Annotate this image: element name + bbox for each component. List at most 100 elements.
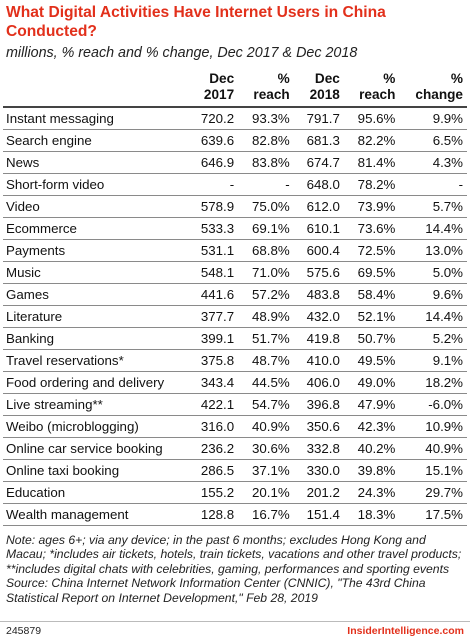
table-row: Games 441.6 57.2% 483.8 58.4% 9.6% <box>3 283 467 306</box>
table-cell: 93.3% <box>238 107 294 130</box>
table-cell: 81.4% <box>343 151 400 174</box>
table-cell: 575.6 <box>293 261 344 284</box>
column-header: % reach <box>238 69 294 108</box>
table-cell: 128.8 <box>188 503 239 526</box>
table-cell: 82.2% <box>343 129 400 152</box>
table-cell: 286.5 <box>188 459 239 482</box>
table-cell: 14.4% <box>399 217 467 240</box>
table-row: Search engine 639.6 82.8% 681.3 82.2% 6.5% <box>3 129 467 152</box>
table-cell: 39.8% <box>343 459 400 482</box>
row-label: Literature <box>3 305 188 328</box>
table-cell: 17.5% <box>399 503 467 526</box>
table-cell: 49.5% <box>343 349 400 372</box>
row-label: Travel reservations* <box>3 349 188 372</box>
table-cell: 396.8 <box>293 393 344 416</box>
column-header: % change <box>399 69 467 108</box>
table-cell: 40.9% <box>399 437 467 460</box>
chart-title: What Digital Activities Have Internet Us… <box>6 4 386 40</box>
row-label: Instant messaging <box>3 107 188 130</box>
column-header-line1: % <box>277 71 290 86</box>
table-cell: 441.6 <box>188 283 239 306</box>
column-header-line1: % <box>450 71 463 86</box>
table-cell: 578.9 <box>188 195 239 218</box>
row-label: News <box>3 151 188 174</box>
table-cell: 4.3% <box>399 151 467 174</box>
row-label: Ecommerce <box>3 217 188 240</box>
row-label: Online car service booking <box>3 437 188 460</box>
table-cell: 9.6% <box>399 283 467 306</box>
table-cell: 674.7 <box>293 151 344 174</box>
table-cell: 68.8% <box>238 239 294 262</box>
table-cell: 69.1% <box>238 217 294 240</box>
table-cell: 350.6 <box>293 415 344 438</box>
table-cell: 681.3 <box>293 129 344 152</box>
column-header-line1: Dec <box>209 71 235 86</box>
table-cell: 50.7% <box>343 327 400 350</box>
row-label: Education <box>3 481 188 504</box>
table-cell: 82.8% <box>238 129 294 152</box>
column-header-line1: % <box>383 71 396 86</box>
table-cell: 83.8% <box>238 151 294 174</box>
table-row: Online taxi booking 286.5 37.1% 330.0 39.8% 1… <box>3 459 467 482</box>
table-cell: 639.6 <box>188 129 239 152</box>
table-cell: 58.4% <box>343 283 400 306</box>
table-row: Music 548.1 71.0% 575.6 69.5% 5.0% <box>3 261 467 284</box>
table-cell: 646.9 <box>188 151 239 174</box>
table-cell: 548.1 <box>188 261 239 284</box>
table-header: Dec 2017% reach Dec 2018% reach% change <box>3 69 467 108</box>
table-cell: 48.7% <box>238 349 294 372</box>
table-row: Education 155.2 20.1% 201.2 24.3% 29.7% <box>3 481 467 504</box>
table-cell: 51.7% <box>238 327 294 350</box>
table-cell: 201.2 <box>293 481 344 504</box>
brand-link[interactable]: InsiderIntelligence.com <box>347 625 464 637</box>
table-row: Banking 399.1 51.7% 419.8 50.7% 5.2% <box>3 327 467 350</box>
row-label: Games <box>3 283 188 306</box>
table-cell: 14.4% <box>399 305 467 328</box>
table-cell: 432.0 <box>293 305 344 328</box>
table-row: Weibo (microblogging) 316.0 40.9% 350.6 42.3… <box>3 415 467 438</box>
table-cell: 95.6% <box>343 107 400 130</box>
footer-divider <box>0 621 470 622</box>
table-cell: 9.9% <box>399 107 467 130</box>
table-cell: 29.7% <box>399 481 467 504</box>
table-cell: 6.5% <box>399 129 467 152</box>
table-cell: 57.2% <box>238 283 294 306</box>
table-cell: 49.0% <box>343 371 400 394</box>
table-cell: 406.0 <box>293 371 344 394</box>
table-cell: 410.0 <box>293 349 344 372</box>
table-cell: 69.5% <box>343 261 400 284</box>
table-cell: 47.9% <box>343 393 400 416</box>
table-row: Literature 377.7 48.9% 432.0 52.1% 14.4% <box>3 305 467 328</box>
table-row: Online car service booking 236.2 30.6% 332.… <box>3 437 467 460</box>
note-text: Note: ages 6+; via any device; in the pa… <box>6 533 462 576</box>
table-cell: 155.2 <box>188 481 239 504</box>
table-cell: 40.9% <box>238 415 294 438</box>
table-row: Wealth management 128.8 16.7% 151.4 18.3% 17.… <box>3 503 467 526</box>
column-header-line2: change <box>415 87 463 102</box>
column-header-line2: reach <box>253 87 290 102</box>
column-header-line2: 2018 <box>309 87 340 102</box>
table-cell: 44.5% <box>238 371 294 394</box>
table-cell: 73.6% <box>343 217 400 240</box>
table-cell: 15.1% <box>399 459 467 482</box>
table-cell: 648.0 <box>293 173 344 196</box>
row-label: Video <box>3 195 188 218</box>
table-cell: 10.9% <box>399 415 467 438</box>
table-cell: 343.4 <box>188 371 239 394</box>
column-header: Dec 2018 <box>293 69 344 108</box>
row-label: Short-form video <box>3 173 188 196</box>
table-cell: - <box>188 173 239 196</box>
table-cell: 24.3% <box>343 481 400 504</box>
table-cell: 40.2% <box>343 437 400 460</box>
table-row: Food ordering and delivery 343.4 44.5% 406.… <box>3 371 467 394</box>
chart-id: 245879 <box>6 625 42 637</box>
column-header: % reach <box>343 69 400 108</box>
table-cell: 52.1% <box>343 305 400 328</box>
row-label: Search engine <box>3 129 188 152</box>
table-cell: 5.0% <box>399 261 467 284</box>
table-cell: 600.4 <box>293 239 344 262</box>
table-cell: 5.2% <box>399 327 467 350</box>
table-row: Ecommerce 533.3 69.1% 610.1 73.6% 14.4% <box>3 217 467 240</box>
table-cell: 37.1% <box>238 459 294 482</box>
header-row: Dec 2017% reach Dec 2018% reach% change <box>3 69 467 108</box>
